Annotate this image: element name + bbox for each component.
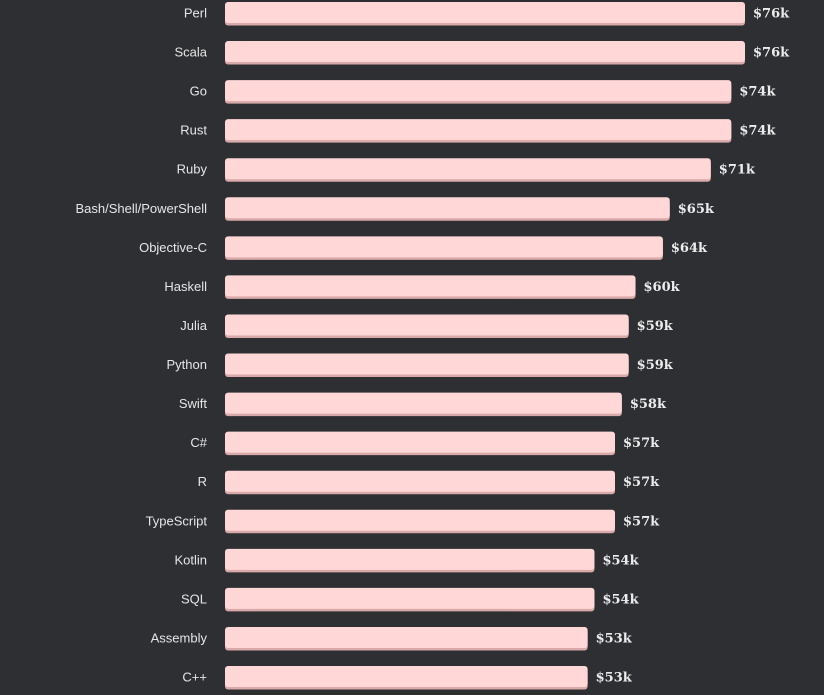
category-label: Perl bbox=[184, 6, 207, 21]
bar bbox=[225, 509, 615, 531]
value-label: $65k bbox=[678, 202, 715, 217]
bar-row: Go $74k bbox=[190, 80, 776, 104]
bar bbox=[225, 470, 615, 492]
value-label: $57k bbox=[623, 436, 660, 451]
value-label: $76k bbox=[753, 46, 790, 61]
bar-row: TypeScript $57k bbox=[146, 509, 660, 534]
bar bbox=[225, 236, 663, 258]
value-label: $76k bbox=[753, 7, 790, 22]
category-label: Julia bbox=[180, 318, 208, 333]
bar-row: Perl $76k bbox=[184, 2, 790, 26]
bar bbox=[225, 626, 588, 648]
value-label: $53k bbox=[596, 671, 633, 686]
bar-row: Bash/Shell/PowerShell $65k bbox=[75, 197, 715, 221]
category-label: C# bbox=[190, 435, 207, 450]
bar-row: Scala $76k bbox=[174, 41, 790, 65]
bar-row: Assembly $53k bbox=[151, 626, 633, 651]
bar-row: SQL $54k bbox=[181, 587, 640, 612]
bar bbox=[225, 353, 629, 375]
category-label: Bash/Shell/PowerShell bbox=[75, 201, 207, 216]
bar-row: Rust $74k bbox=[180, 119, 776, 143]
bar-row: Python $59k bbox=[167, 353, 674, 378]
value-label: $53k bbox=[596, 631, 633, 646]
bar bbox=[225, 392, 622, 414]
bar bbox=[225, 197, 670, 219]
category-label: Haskell bbox=[164, 279, 207, 294]
bar bbox=[225, 314, 629, 336]
category-label: Rust bbox=[180, 123, 207, 138]
category-label: Kotlin bbox=[174, 552, 207, 567]
bar-row: Objective-C $64k bbox=[139, 236, 708, 260]
value-label: $57k bbox=[623, 514, 660, 529]
value-label: $74k bbox=[739, 124, 776, 139]
value-label: $60k bbox=[644, 280, 681, 295]
category-label: Scala bbox=[174, 45, 207, 60]
category-label: TypeScript bbox=[146, 513, 208, 528]
value-label: $64k bbox=[671, 241, 708, 256]
bar bbox=[225, 119, 732, 141]
bar-row: Kotlin $54k bbox=[174, 548, 640, 573]
bar bbox=[225, 587, 595, 609]
value-label: $59k bbox=[637, 358, 674, 373]
value-label: $54k bbox=[602, 553, 639, 568]
bar-row: Julia $59k bbox=[180, 314, 674, 338]
bar bbox=[225, 275, 636, 297]
category-label: R bbox=[198, 474, 207, 489]
value-label: $74k bbox=[739, 85, 776, 100]
bar-row: Swift $58k bbox=[179, 392, 667, 417]
category-label: SQL bbox=[181, 591, 207, 606]
bar-row: C++ $53k bbox=[182, 666, 633, 690]
category-label: Objective-C bbox=[139, 240, 207, 255]
category-label: Assembly bbox=[151, 630, 208, 645]
bar-row: Haskell $60k bbox=[164, 275, 681, 299]
category-label: Python bbox=[167, 357, 207, 372]
category-label: Go bbox=[190, 84, 207, 99]
bar bbox=[225, 666, 588, 688]
bar-row: R $57k bbox=[198, 470, 660, 495]
category-label: C++ bbox=[182, 670, 207, 685]
bar bbox=[225, 548, 595, 570]
bar bbox=[225, 41, 745, 63]
bar-row: Ruby $71k bbox=[177, 158, 756, 182]
bar bbox=[225, 158, 711, 180]
bar bbox=[225, 2, 745, 23]
bar bbox=[225, 80, 732, 102]
value-label: $54k bbox=[602, 592, 639, 607]
bar-row: C# $57k bbox=[190, 431, 660, 456]
value-label: $57k bbox=[623, 475, 660, 490]
category-label: Ruby bbox=[177, 162, 208, 177]
bar bbox=[225, 431, 615, 453]
category-label: Swift bbox=[179, 396, 208, 411]
value-label: $59k bbox=[637, 319, 674, 334]
value-label: $58k bbox=[630, 397, 667, 412]
value-label: $71k bbox=[719, 163, 756, 178]
